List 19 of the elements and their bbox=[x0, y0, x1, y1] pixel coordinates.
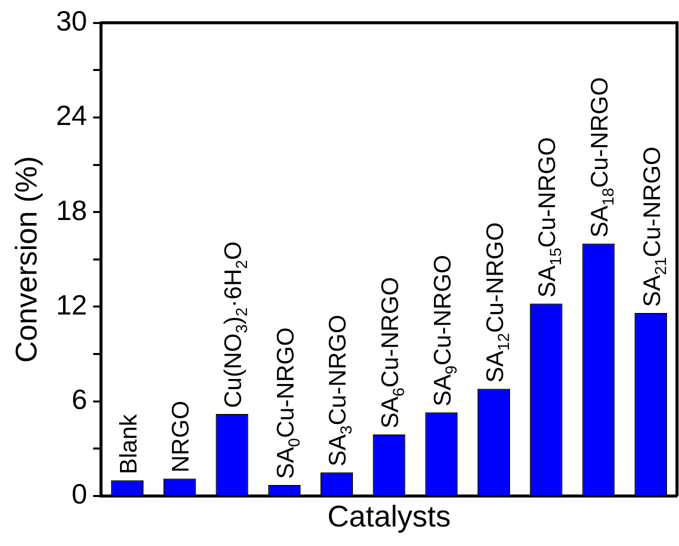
x-tick-label: SA6Cu-NRGO bbox=[377, 276, 408, 428]
x-tick-label: SA12Cu-NRGO bbox=[482, 222, 513, 383]
y-tick-label: 12 bbox=[56, 289, 88, 320]
y-tick-label: 24 bbox=[56, 100, 88, 132]
x-axis-title: Catalysts bbox=[327, 500, 451, 534]
x-tick-label: SA15Cu-NRGO bbox=[534, 137, 566, 298]
x-tick-label: Blank bbox=[115, 413, 142, 474]
x-tick-label: SA18Cu-NRGO bbox=[586, 77, 618, 238]
x-tick-label: SA21Cu-NRGO bbox=[638, 146, 670, 308]
x-tick-label: Cu(NO3)2·6H2O bbox=[220, 241, 252, 408]
y-tick-label: 6 bbox=[72, 384, 88, 416]
x-tick-label: SA0Cu-NRGO bbox=[272, 327, 304, 479]
y-axis-title: Conversion (%) bbox=[10, 156, 44, 363]
y-tick-label: 0 bbox=[72, 478, 88, 510]
x-tick-label: SA9Cu-NRGO bbox=[429, 254, 460, 406]
y-tick-label: 18 bbox=[56, 194, 88, 226]
y-tick-label: 30 bbox=[56, 6, 88, 37]
x-tick-label: NRGO bbox=[168, 400, 195, 473]
x-tick-label: SA3Cu-NRGO bbox=[324, 314, 356, 466]
